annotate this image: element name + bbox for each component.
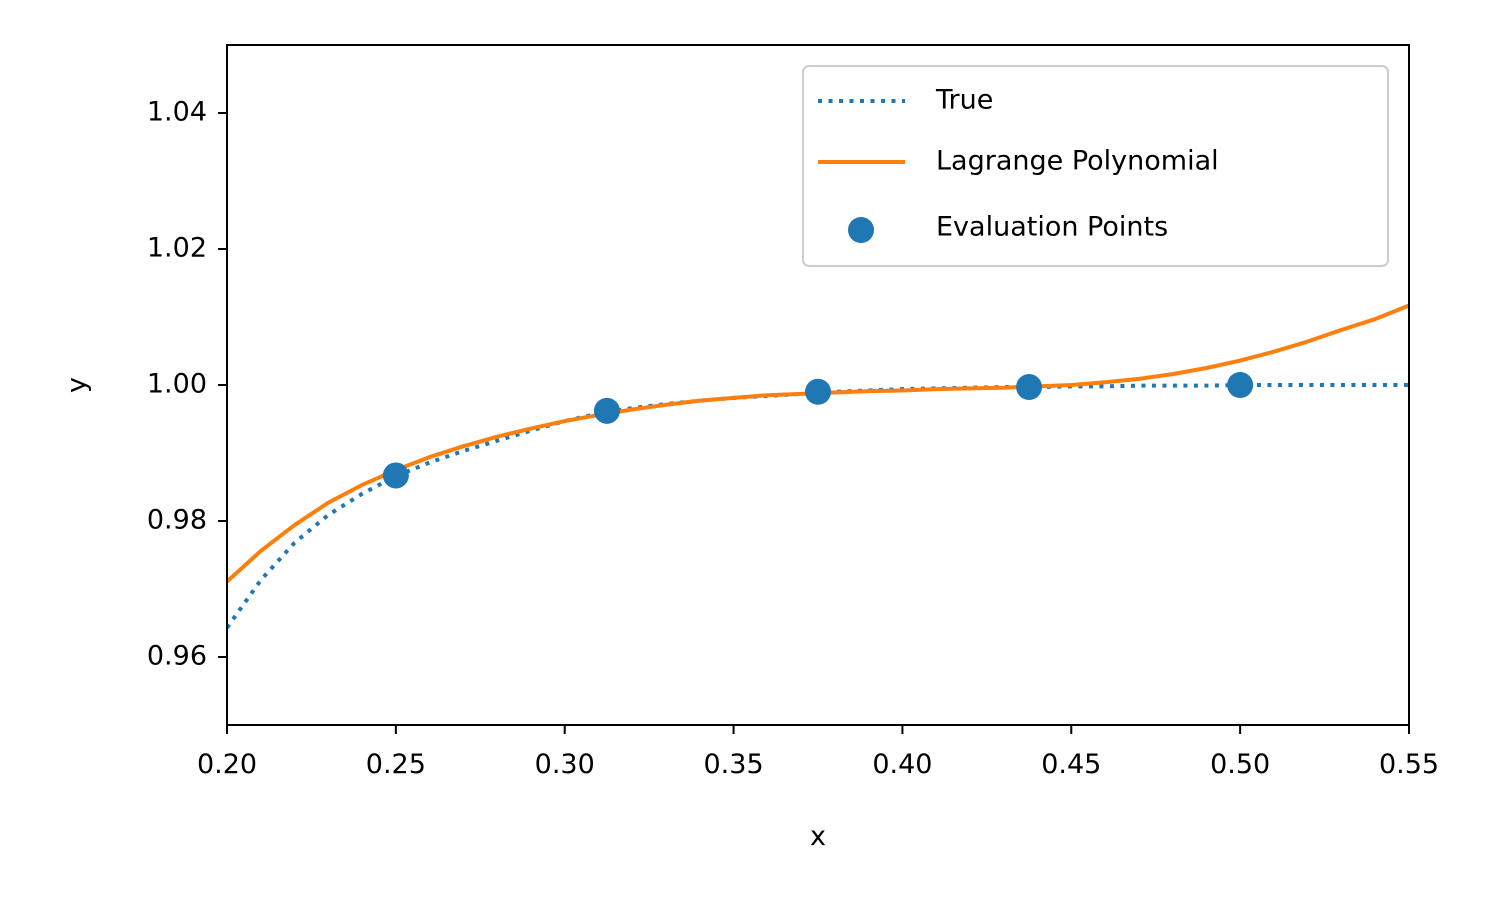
legend: True Lagrange Polynomial Evaluation Poin… (802, 65, 1389, 267)
legend-box (802, 65, 1389, 267)
x-tick-label: 0.30 (535, 749, 595, 780)
x-tick-label: 0.25 (366, 749, 426, 780)
legend-true-label: True (935, 85, 993, 116)
plot-area (227, 303, 1409, 629)
axis-ticks: 0.20 0.25 0.30 0.35 0.40 0.45 0.50 0.55 0.96 0.98… (147, 97, 1439, 781)
x-tick-label: 0.40 (872, 749, 932, 780)
x-tick-label: 0.55 (1379, 749, 1439, 780)
y-axis-label: y (62, 377, 93, 393)
y-tick-label: 0.98 (147, 505, 207, 536)
x-tick-label: 0.20 (197, 749, 257, 780)
legend-evaluation-points-label: Evaluation Points (936, 212, 1168, 243)
evaluation-point (1016, 374, 1043, 401)
y-tick-label: 0.96 (147, 641, 207, 672)
evaluation-point (1227, 372, 1254, 398)
evaluation-point (805, 378, 831, 405)
legend-evaluation-points-swatch (848, 217, 874, 243)
y-tick-label: 1.04 (147, 97, 207, 128)
x-tick-label: 0.45 (1041, 749, 1101, 780)
legend-lagrange-label: Lagrange Polynomial (936, 146, 1219, 177)
x-axis-label: x (810, 821, 826, 852)
y-tick-label: 1.00 (147, 369, 207, 400)
x-tick-label: 0.35 (704, 749, 764, 780)
evaluation-point (382, 462, 409, 489)
x-tick-label: 0.50 (1210, 749, 1270, 780)
y-tick-label: 1.02 (147, 233, 207, 264)
axes-frame (226, 44, 1410, 726)
evaluation-point (593, 397, 620, 424)
